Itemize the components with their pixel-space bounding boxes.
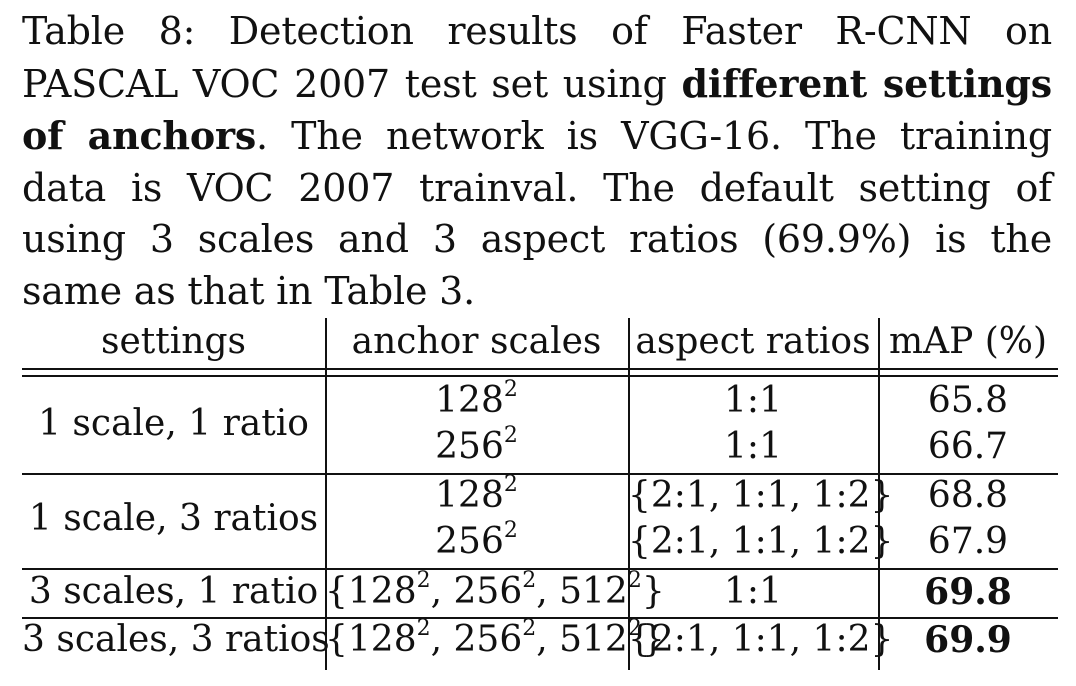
- group-rule-2: [22, 568, 1058, 570]
- scale-set-cell: {1282, 2562, 5122}: [325, 568, 665, 613]
- group-rule-3: [22, 617, 1058, 619]
- column-divider-2: [628, 318, 630, 670]
- map-cell: 65.8: [927, 380, 1009, 421]
- table-caption: Table 8: Detection results of Faster R-C…: [22, 6, 1052, 317]
- table-row: 2562: [435, 423, 518, 468]
- caption-text-after: . The network is VGG-16. The training da…: [22, 114, 1052, 313]
- table-row: 1282: [435, 472, 518, 517]
- map-cell: 66.7: [927, 426, 1009, 467]
- group-rule-1: [22, 473, 1058, 475]
- caption-text-before: Detection results of Faster R-CNN on PAS…: [22, 9, 1052, 106]
- map-cell: 68.8: [927, 475, 1009, 516]
- ratio-cell: {2:1, 1:1, 1:2}: [628, 619, 894, 660]
- setting-group-1: 1 scale, 1 ratio: [38, 403, 309, 444]
- map-cell: 69.9: [924, 619, 1012, 661]
- header-settings: settings: [101, 321, 246, 362]
- setting-group-2: 1 scale, 3 ratios: [28, 498, 319, 539]
- setting-group-3: 3 scales, 1 ratio: [28, 571, 319, 612]
- header-rule-top: [22, 368, 1058, 370]
- header-rule-bottom: [22, 375, 1058, 377]
- setting-group-4: 3 scales, 3 ratios: [22, 619, 330, 660]
- ratio-cell: {2:1, 1:1, 1:2}: [628, 521, 894, 562]
- header-aspect-ratios: aspect ratios: [635, 321, 871, 362]
- ratio-cell: 1:1: [724, 426, 782, 467]
- ratio-cell: 1:1: [724, 571, 782, 612]
- caption-bold-text: different settings of anchors: [22, 60, 1052, 159]
- ratio-cell: {2:1, 1:1, 1:2}: [628, 475, 894, 516]
- column-divider-1: [325, 318, 327, 670]
- table-row: 2562: [435, 518, 518, 563]
- map-cell: 69.8: [924, 571, 1012, 613]
- ratio-cell: 1:1: [724, 380, 782, 421]
- header-map: mAP (%): [888, 321, 1048, 362]
- caption-label: Table 8:: [22, 9, 196, 53]
- map-cell: 67.9: [927, 521, 1009, 562]
- header-anchor-scales: anchor scales: [351, 321, 602, 362]
- column-divider-3: [878, 318, 880, 670]
- table-row: 1282: [435, 377, 518, 422]
- results-table: settings anchor scales aspect ratios mAP…: [22, 318, 1058, 670]
- scale-set-cell: {1282, 2562, 5122}: [325, 616, 665, 661]
